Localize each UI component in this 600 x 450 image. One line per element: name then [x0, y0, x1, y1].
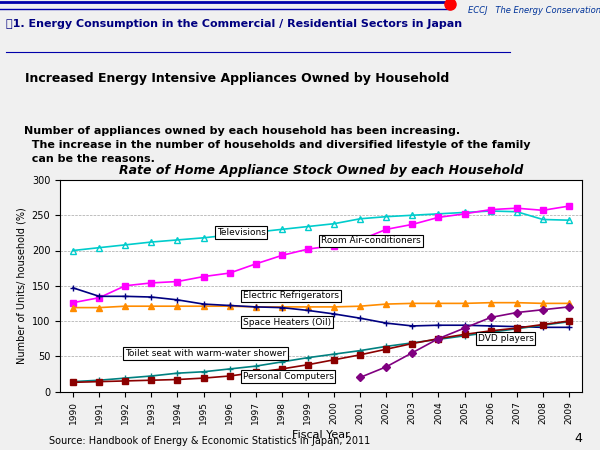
- Text: Source: Handbook of Energy & Economic Statistics in Japan, 2011: Source: Handbook of Energy & Economic St…: [49, 436, 371, 446]
- Text: Televisions: Televisions: [217, 228, 265, 237]
- Text: 。1. Energy Consumption in the Commercial / Residential Sectors in Japan: 。1. Energy Consumption in the Commercial…: [6, 19, 462, 29]
- Text: Personal Computers: Personal Computers: [242, 372, 334, 381]
- X-axis label: Fiscal Year: Fiscal Year: [292, 430, 350, 440]
- Text: DVD players: DVD players: [478, 334, 533, 343]
- Text: Space Heaters (Oil): Space Heaters (Oil): [242, 318, 331, 327]
- Text: Number of appliances owned by each household has been increasing.
  The increase: Number of appliances owned by each house…: [23, 126, 530, 164]
- Text: Room Air-conditioners: Room Air-conditioners: [321, 236, 421, 245]
- Text: Electric Refrigerators: Electric Refrigerators: [242, 292, 338, 301]
- Text: Toilet seat with warm-water shower: Toilet seat with warm-water shower: [125, 349, 286, 358]
- Text: ECCJ   The Energy Conservation Center Japan: ECCJ The Energy Conservation Center Japa…: [468, 6, 600, 15]
- Title: Rate of Home Appliance Stock Owned by each Household: Rate of Home Appliance Stock Owned by ea…: [119, 164, 523, 177]
- Text: Increased Energy Intensive Appliances Owned by Household: Increased Energy Intensive Appliances Ow…: [25, 72, 449, 85]
- Text: 4: 4: [574, 432, 582, 446]
- Y-axis label: Number of Units/ household (%): Number of Units/ household (%): [16, 207, 26, 364]
